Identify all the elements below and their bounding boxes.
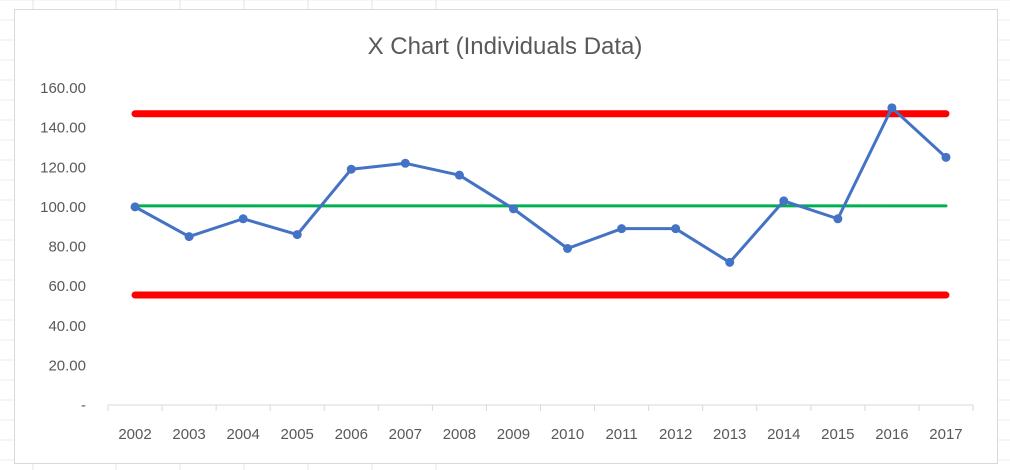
data-point[interactable] — [725, 257, 735, 267]
data-point[interactable] — [563, 243, 573, 253]
y-tick-label: 100.00 — [40, 199, 86, 216]
data-point[interactable] — [941, 152, 951, 162]
x-tick-label: 2006 — [335, 426, 368, 443]
data-point[interactable] — [508, 204, 518, 214]
x-chart: X Chart (Individuals Data) - 20.00 40.00 60… — [40, 33, 974, 443]
x-tick-label: 2008 — [443, 426, 476, 443]
x-tick-label: 2017 — [929, 426, 962, 443]
data-series — [130, 103, 951, 267]
x-tick-label: 2010 — [551, 426, 584, 443]
y-tick-label: 40.00 — [48, 318, 86, 335]
x-tick-label: 2009 — [497, 426, 530, 443]
x-tick-label: 2013 — [713, 426, 746, 443]
data-series-line — [134, 106, 947, 264]
x-axis: 2002 2003 2004 2005 2006 2007 2008 2009 2010 2011… — [107, 404, 974, 443]
data-point[interactable] — [130, 202, 140, 212]
y-tick-label: 60.00 — [48, 278, 86, 295]
control-limit-lines — [131, 110, 950, 299]
y-tick-label: 80.00 — [48, 239, 86, 256]
y-axis-ticks: - 20.00 40.00 60.00 80.00 100.00 120.00 140.00 1… — [40, 80, 86, 414]
data-point[interactable] — [400, 158, 410, 168]
x-tick-label: 2004 — [226, 426, 259, 443]
data-point[interactable] — [833, 214, 843, 224]
x-tick-label: 2016 — [875, 426, 908, 443]
chart-title: X Chart (Individuals Data) — [368, 33, 643, 60]
x-tick-label: 2011 — [605, 426, 637, 443]
x-tick-label: 2005 — [281, 426, 314, 443]
y-tick-label: - — [81, 397, 86, 414]
data-point[interactable] — [617, 224, 627, 234]
x-tick-label: 2012 — [659, 426, 692, 443]
data-point[interactable] — [292, 230, 302, 240]
x-tick-label: 2007 — [389, 426, 422, 443]
data-point[interactable] — [238, 214, 248, 224]
data-point[interactable] — [671, 224, 681, 234]
x-tick-label: 2002 — [118, 426, 151, 443]
data-point[interactable] — [454, 170, 464, 180]
chart-area[interactable]: X Chart (Individuals Data) - 20.00 40.00 60… — [14, 9, 998, 464]
data-point[interactable] — [779, 196, 789, 206]
x-tick-label: 2014 — [767, 426, 800, 443]
y-tick-label: 140.00 — [40, 120, 86, 137]
x-tick-label: 2003 — [172, 426, 205, 443]
y-tick-label: 20.00 — [48, 357, 86, 374]
data-point[interactable] — [887, 103, 897, 113]
x-tick-label: 2015 — [821, 426, 854, 443]
data-point[interactable] — [346, 164, 356, 174]
y-tick-label: 120.00 — [40, 159, 86, 176]
data-point[interactable] — [184, 232, 194, 242]
y-tick-label: 160.00 — [40, 80, 86, 97]
